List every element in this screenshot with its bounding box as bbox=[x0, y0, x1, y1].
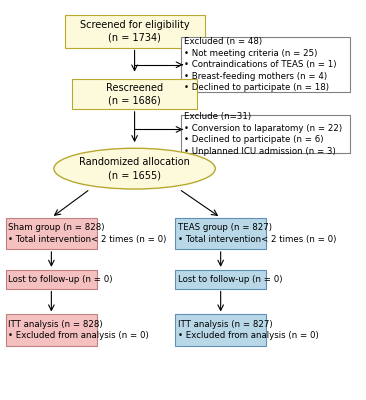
Text: Randomized allocation
(n = 1655): Randomized allocation (n = 1655) bbox=[79, 157, 190, 180]
Text: Exclude (n=31)
• Conversion to laparatomy (n = 22)
• Declined to participate (n : Exclude (n=31) • Conversion to laparatom… bbox=[184, 112, 342, 156]
Text: TEAS group (n = 827)
• Total intervention< 2 times (n = 0): TEAS group (n = 827) • Total interventio… bbox=[178, 223, 336, 244]
FancyBboxPatch shape bbox=[181, 115, 350, 153]
FancyBboxPatch shape bbox=[6, 314, 97, 346]
FancyBboxPatch shape bbox=[175, 218, 266, 249]
FancyBboxPatch shape bbox=[175, 270, 266, 288]
Text: Lost to follow-up (n = 0): Lost to follow-up (n = 0) bbox=[8, 275, 113, 284]
Text: Screened for eligibility
(n = 1734): Screened for eligibility (n = 1734) bbox=[80, 20, 189, 43]
FancyBboxPatch shape bbox=[65, 15, 205, 48]
FancyBboxPatch shape bbox=[6, 218, 97, 249]
Text: ITT analysis (n = 828)
• Excluded from analysis (n = 0): ITT analysis (n = 828) • Excluded from a… bbox=[8, 320, 149, 340]
Text: Excluded (n = 48)
• Not meeting criteria (n = 25)
• Contraindications of TEAS (n: Excluded (n = 48) • Not meeting criteria… bbox=[184, 37, 337, 92]
Text: Sham group (n = 828)
• Total intervention< 2 times (n = 0): Sham group (n = 828) • Total interventio… bbox=[8, 223, 167, 244]
Text: Rescreened
(n = 1686): Rescreened (n = 1686) bbox=[106, 83, 163, 106]
Text: Lost to follow-up (n = 0): Lost to follow-up (n = 0) bbox=[178, 275, 282, 284]
Ellipse shape bbox=[54, 148, 215, 189]
Text: ITT analysis (n = 827)
• Excluded from analysis (n = 0): ITT analysis (n = 827) • Excluded from a… bbox=[178, 320, 318, 340]
FancyBboxPatch shape bbox=[72, 80, 197, 109]
FancyBboxPatch shape bbox=[6, 270, 97, 288]
FancyBboxPatch shape bbox=[175, 314, 266, 346]
FancyBboxPatch shape bbox=[181, 37, 350, 92]
